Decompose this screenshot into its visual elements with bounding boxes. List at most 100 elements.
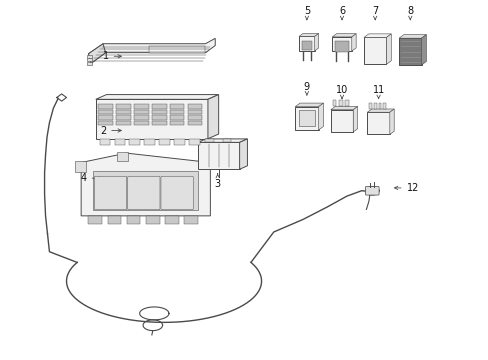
Bar — [117, 152, 128, 161]
Bar — [174, 139, 184, 145]
Text: 1: 1 — [102, 51, 121, 61]
Polygon shape — [149, 45, 205, 53]
Text: 4: 4 — [81, 173, 102, 183]
Bar — [187, 121, 202, 125]
Bar — [222, 139, 231, 142]
Polygon shape — [330, 107, 357, 110]
Bar — [334, 41, 348, 52]
Bar — [189, 139, 199, 145]
Bar — [114, 139, 125, 145]
Polygon shape — [366, 109, 393, 112]
Polygon shape — [88, 44, 105, 63]
FancyBboxPatch shape — [94, 176, 126, 210]
Text: 3: 3 — [214, 174, 220, 189]
Polygon shape — [314, 33, 318, 51]
Bar — [205, 139, 214, 142]
FancyBboxPatch shape — [127, 176, 160, 210]
Polygon shape — [239, 139, 247, 169]
Bar — [301, 41, 312, 50]
Bar — [98, 121, 113, 125]
Bar — [116, 110, 130, 114]
Polygon shape — [363, 34, 390, 37]
Bar — [86, 58, 92, 61]
Bar — [75, 161, 86, 172]
Bar — [152, 121, 166, 125]
Bar — [129, 139, 140, 145]
FancyBboxPatch shape — [365, 186, 378, 195]
Bar — [134, 110, 148, 114]
Polygon shape — [386, 34, 390, 64]
Bar — [98, 104, 113, 109]
Polygon shape — [207, 95, 218, 139]
Polygon shape — [363, 37, 386, 64]
Text: 8: 8 — [407, 6, 412, 19]
Text: 9: 9 — [303, 82, 309, 95]
Bar — [98, 110, 113, 114]
Bar — [100, 139, 110, 145]
Bar — [144, 139, 155, 145]
Bar — [169, 121, 184, 125]
Bar — [383, 103, 385, 109]
Bar — [187, 110, 202, 114]
Bar — [183, 216, 197, 224]
Text: 7: 7 — [371, 6, 378, 19]
Bar — [88, 216, 102, 224]
Bar — [86, 62, 92, 65]
Bar — [98, 115, 113, 120]
Bar — [86, 55, 92, 58]
Bar — [134, 104, 148, 109]
Bar — [116, 121, 130, 125]
Polygon shape — [331, 34, 355, 37]
Polygon shape — [299, 36, 314, 51]
Bar — [187, 104, 202, 109]
Polygon shape — [96, 99, 207, 139]
Polygon shape — [331, 37, 351, 51]
Polygon shape — [389, 109, 393, 134]
Bar — [299, 110, 314, 126]
Polygon shape — [96, 95, 218, 99]
Bar — [169, 104, 184, 109]
Polygon shape — [198, 142, 239, 169]
Polygon shape — [366, 112, 389, 134]
Bar — [345, 100, 348, 107]
Polygon shape — [299, 33, 318, 36]
Bar — [152, 104, 166, 109]
Bar — [169, 115, 184, 120]
Bar — [378, 103, 381, 109]
Text: 6: 6 — [338, 6, 345, 19]
Bar — [169, 110, 184, 114]
Polygon shape — [398, 35, 426, 38]
Polygon shape — [398, 38, 421, 65]
Bar — [116, 115, 130, 120]
Polygon shape — [330, 110, 352, 132]
Bar — [145, 216, 159, 224]
Bar — [338, 100, 342, 107]
Bar — [368, 103, 371, 109]
Polygon shape — [88, 39, 215, 63]
Bar — [152, 115, 166, 120]
Text: 11: 11 — [372, 85, 384, 99]
Polygon shape — [421, 35, 426, 65]
Bar — [107, 216, 121, 224]
Bar — [332, 100, 336, 107]
Polygon shape — [81, 153, 210, 216]
Bar — [164, 216, 178, 224]
Polygon shape — [318, 103, 323, 130]
Polygon shape — [198, 139, 247, 142]
Bar — [187, 115, 202, 120]
Text: 10: 10 — [335, 85, 347, 99]
Polygon shape — [295, 107, 318, 130]
Polygon shape — [93, 171, 198, 211]
Text: 2: 2 — [100, 126, 121, 135]
Polygon shape — [352, 107, 357, 132]
Text: 5: 5 — [303, 6, 309, 19]
Bar — [126, 216, 140, 224]
Bar — [152, 110, 166, 114]
Bar — [373, 103, 376, 109]
Text: 12: 12 — [394, 183, 418, 193]
Polygon shape — [351, 34, 355, 51]
Bar — [116, 104, 130, 109]
Bar — [159, 139, 169, 145]
Bar — [134, 121, 148, 125]
Bar — [134, 115, 148, 120]
